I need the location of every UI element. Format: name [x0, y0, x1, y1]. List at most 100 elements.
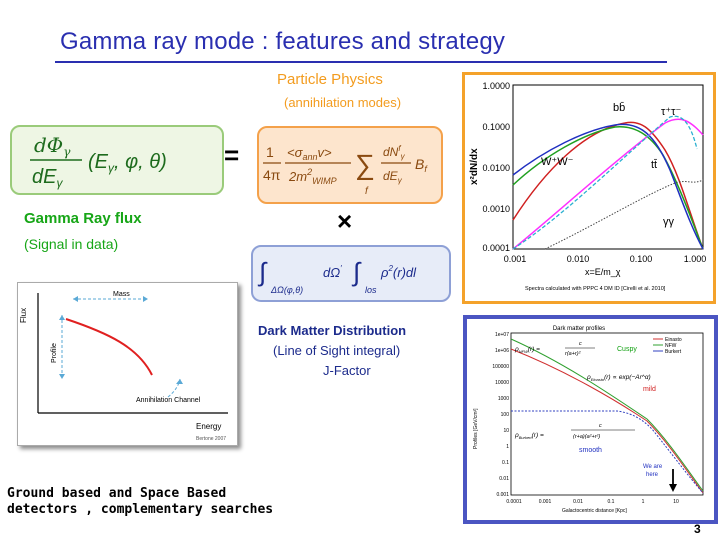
dm-here-label: here	[646, 472, 659, 478]
svg-text:c: c	[579, 341, 582, 347]
svg-text:dΦγ: dΦγ	[34, 133, 71, 159]
dm-ytick: 0.1	[502, 460, 509, 466]
svg-text:(r+a)(a²+r²): (r+a)(a²+r²)	[573, 434, 600, 440]
svg-text:dEγ: dEγ	[383, 169, 403, 185]
flux-formula-box: dΦγ dEγ (Eγ, φ, θ)	[10, 125, 224, 195]
dm-xlabel: Galactocentric distance [Kpc]	[562, 508, 627, 514]
dark-matter-label: Dark Matter Distribution	[258, 323, 407, 338]
gamma-flux-label: Gamma Ray flux	[24, 210, 142, 227]
dm-ytick: 100	[501, 412, 510, 418]
dm-nfw-curve	[510, 338, 704, 492]
pp-blue-curve	[512, 123, 704, 250]
pp-xtick: 0.001	[504, 254, 527, 264]
pp-magenta-curve	[512, 118, 704, 250]
pp-caption: Spectra calculated with PPPC 4 DM ID [Ci…	[525, 286, 666, 292]
svg-text:dEγ: dEγ	[32, 166, 63, 190]
dm-xtick: 0.001	[539, 499, 552, 505]
dm-title: Dark matter profiles	[553, 326, 605, 332]
flux-xlabel: Energy	[196, 422, 221, 431]
svg-text:f: f	[365, 186, 369, 197]
dm-ytick: 100000	[492, 364, 509, 370]
dark-matter-profiles-chart: Dark matter profiles 1e+07 1e+06 100000 …	[473, 326, 704, 514]
pp-ytick: 0.0010	[482, 204, 510, 214]
signal-in-data-label: (Signal in data)	[24, 236, 119, 252]
dm-ytick: 1e+06	[495, 348, 509, 354]
pp-label-ww: W⁺W⁻	[541, 156, 574, 168]
svg-text:ΔΩ(φ,θ): ΔΩ(φ,θ)	[270, 285, 303, 295]
dm-ytick: 0.01	[499, 476, 509, 482]
pp-xlabel: x=E/m_χ	[585, 267, 621, 277]
svg-text:c: c	[599, 423, 602, 429]
svg-text:ρEinasto(r) ∝ exp(−Ar^α): ρEinasto(r) ∝ exp(−Ar^α)	[586, 374, 651, 382]
flux-curve	[65, 318, 153, 376]
dm-ytick: 0.001	[496, 492, 509, 498]
svg-text:los: los	[365, 285, 377, 295]
pp-label-bb: bb̄	[613, 101, 625, 114]
dark-matter-profiles-figure: Dark matter profiles 1e+07 1e+06 100000 …	[463, 315, 718, 524]
svg-text:4π: 4π	[263, 167, 281, 183]
pp-ytick: 1.0000	[482, 81, 510, 91]
dm-cuspy-label: Cuspy	[617, 346, 637, 353]
dm-ytick: 10	[503, 428, 509, 434]
profile-label: Profile	[51, 343, 58, 363]
flux-credit: Bertone 2007	[196, 436, 226, 442]
dm-legend-burkert: Burkert	[665, 349, 682, 355]
flux-schematic-figure: Flux Energy Bertone 2007 Mass Profile An…	[17, 282, 238, 446]
dm-ytick: 1	[506, 444, 509, 450]
svg-text:<σannv>: <σannv>	[287, 145, 332, 162]
ground-line-2: detectors , complementary searches	[7, 502, 274, 517]
pp-black-dotted-curve	[544, 179, 704, 250]
dm-xtick: 1	[642, 499, 645, 505]
pp-ytick: 0.1000	[482, 122, 510, 132]
pp-label-tautau: τ⁺τ⁻	[661, 106, 681, 118]
svg-text:2m2WIMP: 2m2WIMP	[288, 167, 337, 186]
annihilation-spectra-figure: 1.0000 0.1000 0.0100 0.0010 0.0001 0.001…	[462, 72, 716, 304]
dm-mild-label: mild	[643, 386, 656, 393]
dm-legend-einasto: Einasto	[665, 337, 682, 343]
dm-burkert-curve	[511, 410, 704, 494]
page-title: Gamma ray mode : features and strategy	[60, 28, 506, 55]
ground-line-1: Ground based and Space Based	[7, 486, 227, 501]
svg-text:∫: ∫	[351, 257, 362, 287]
dm-xtick: 0.1	[608, 499, 615, 505]
svg-text:ρ2(r)dl: ρ2(r)dl	[380, 264, 417, 280]
dm-we-are-label: We are	[643, 464, 663, 470]
svg-text:(Eγ, φ, θ): (Eγ, φ, θ)	[88, 151, 167, 175]
line-of-sight-label: (Line of Sight integral)	[273, 343, 401, 358]
pp-red-curve	[512, 121, 704, 250]
dm-xtick: 0.0001	[506, 499, 522, 505]
pp-xtick: 1.000	[684, 254, 707, 264]
jfactor-formula: ∫ ΔΩ(φ,θ) dΩ′ ∫ los ρ2(r)dl	[257, 257, 417, 295]
dm-ytick: 10000	[495, 380, 509, 386]
page-number: 3	[694, 522, 701, 536]
ground-space-text: Ground based and Space Based detectors ,…	[7, 486, 273, 518]
pp-ytick: 0.0001	[482, 243, 510, 253]
flux-schematic: Flux Energy Bertone 2007 Mass Profile An…	[19, 291, 228, 442]
dm-legend-nfw: NFW	[665, 343, 677, 349]
channel-label: Annihilation Channel	[136, 397, 201, 404]
flux-formula: dΦγ dEγ (Eγ, φ, θ)	[30, 133, 167, 190]
svg-text:dNfγ: dNfγ	[383, 144, 406, 161]
pp-label-gg: γγ	[663, 216, 675, 228]
dm-ytick: 1000	[498, 396, 509, 402]
svg-text:Bf: Bf	[415, 156, 428, 174]
title-underline	[55, 61, 667, 63]
svg-text:r(a+r)²: r(a+r)²	[565, 351, 581, 357]
svg-text:∫: ∫	[257, 257, 268, 287]
jfactor-formula-box: ∫ ΔΩ(φ,θ) dΩ′ ∫ los ρ2(r)dl	[251, 245, 451, 302]
svg-text:ρBurkert(r) =: ρBurkert(r) =	[514, 432, 544, 440]
dm-xtick: 0.01	[573, 499, 583, 505]
pp-label-tt: tt̄	[651, 159, 657, 171]
dm-einasto-curve	[510, 348, 704, 494]
particle-physics-formula: 1 4π <σannv> 2m2WIMP ∑ f dNfγ dEγ Bf	[263, 144, 428, 197]
dm-ylabel: Profiles [GeV/cm³]	[473, 408, 479, 449]
svg-text:dΩ′: dΩ′	[323, 264, 342, 280]
particle-physics-subtitle: (annihilation modes)	[284, 95, 402, 110]
flux-ylabel: Flux	[19, 308, 28, 323]
pp-xtick: 0.010	[567, 254, 590, 264]
particle-physics-formula-box: 1 4π <σannv> 2m2WIMP ∑ f dNfγ dEγ Bf	[257, 126, 443, 204]
dm-smooth-label: smooth	[579, 447, 602, 454]
mass-label: Mass	[113, 291, 130, 298]
pp-green-curve	[512, 126, 704, 250]
svg-text:1: 1	[266, 144, 274, 160]
